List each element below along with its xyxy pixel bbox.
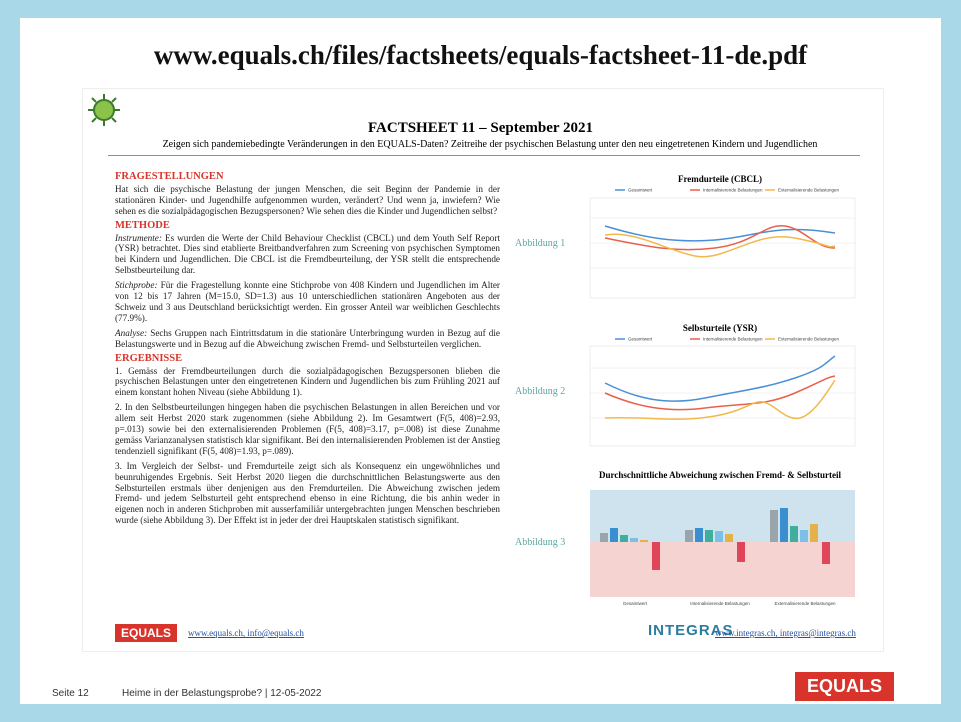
- rule: [108, 155, 860, 156]
- figure-label: Abbildung 2: [515, 386, 565, 397]
- page-number: Seite 12: [52, 688, 89, 699]
- x-category-label: Externalisierende Belastungen: [774, 601, 836, 606]
- section-heading: FRAGESTELLUNGEN: [115, 171, 224, 182]
- text-column: FRAGESTELLUNGEN Hat sich die psychische B…: [115, 171, 500, 530]
- paragraph-text: Sechs Gruppen nach Eintrittsdatum in die…: [115, 327, 500, 349]
- paragraph-text: 2. In den Selbstbeurteilungen hingegen h…: [115, 402, 500, 456]
- paragraph: 3. Im Vergleich der Selbst- und Fremdurt…: [115, 461, 500, 526]
- paragraph: Analyse: Sechs Gruppen nach Eintrittsdat…: [115, 328, 500, 350]
- section-heading: ERGEBNISSE: [115, 352, 183, 364]
- equals-logo: EQUALS: [795, 672, 895, 701]
- paragraph-lead: Stichprobe:: [115, 280, 158, 291]
- equals-logo: EQUALS: [115, 624, 178, 642]
- x-category-label: Gesamtwert: [623, 601, 648, 606]
- plot-area: [590, 490, 855, 597]
- paragraph-text: Für die Fragestellung konnte eine Stichp…: [115, 280, 500, 323]
- legend-label: Gesamtwert: [628, 337, 653, 342]
- paragraph-lead: Analyse:: [115, 327, 148, 338]
- paragraph-text: Es wurden die Werte der Child Behaviour …: [115, 232, 500, 276]
- doc-subtitle: Zeigen sich pandemiebedingte Veränderung…: [162, 139, 818, 150]
- paragraph: Hat sich die psychische Belastung der ju…: [115, 184, 500, 217]
- virus-icon: [88, 94, 120, 126]
- paragraph: 1. Gemäss der Fremdbeurteilungen durch d…: [115, 366, 500, 399]
- paragraph: Stichprobe: Für die Fragestellung konnte…: [115, 280, 500, 324]
- slide-title: www.equals.ch/files/factsheets/equals-fa…: [153, 40, 808, 70]
- plot-area: [589, 345, 856, 447]
- paragraph: Instrumente: Es wurden die Werte der Chi…: [115, 233, 500, 277]
- legend-label: Internalisierende Belastungen: [703, 188, 763, 193]
- paragraph-text: 3. Im Vergleich der Selbst- und Fremdurt…: [115, 460, 500, 526]
- paragraph-lead: Instrumente:: [115, 232, 162, 243]
- figure-title: Durchschnittliche Abweichung zwischen Fr…: [599, 470, 841, 480]
- figure-label: Abbildung 1: [515, 238, 565, 249]
- paragraph: 2. In den Selbstbeurteilungen hingegen h…: [115, 402, 500, 457]
- legend-label: Internalisierende Belastungen: [703, 337, 763, 342]
- figure-title: Selbsturteile (YSR): [683, 323, 757, 333]
- figure-title: Fremdurteile (CBCL): [678, 174, 762, 184]
- figure-label: Abbildung 3: [515, 537, 565, 548]
- contact-link[interactable]: www.equals.ch, info@equals.ch: [188, 628, 304, 638]
- legend-label: Externalisierende Belastungen: [778, 337, 840, 342]
- paragraph-text: 1. Gemäss der Fremdbeurteilungen durch d…: [115, 365, 500, 398]
- paragraph-text: Hat sich die psychische Belastung der ju…: [115, 183, 500, 216]
- integras-logo: INTEGRAS: [648, 622, 734, 639]
- plot-area: [589, 197, 856, 299]
- contact-link[interactable]: www.integras.ch, integras@integras.ch: [715, 628, 856, 638]
- doc-title: FACTSHEET 11 – September 2021: [367, 120, 594, 136]
- legend-label: Gesamtwert: [628, 188, 653, 193]
- legend-label: Externalisierende Belastungen: [778, 188, 840, 193]
- figures: Fremdurteile (CBCL) Selbsturteile (YSR) …: [515, 174, 856, 606]
- section-heading: METHODE: [115, 219, 170, 231]
- x-category-label: Internalisierende Belastungen: [690, 601, 750, 606]
- footer-caption: Heime in der Belastungsprobe? | 12-05-20…: [122, 688, 322, 699]
